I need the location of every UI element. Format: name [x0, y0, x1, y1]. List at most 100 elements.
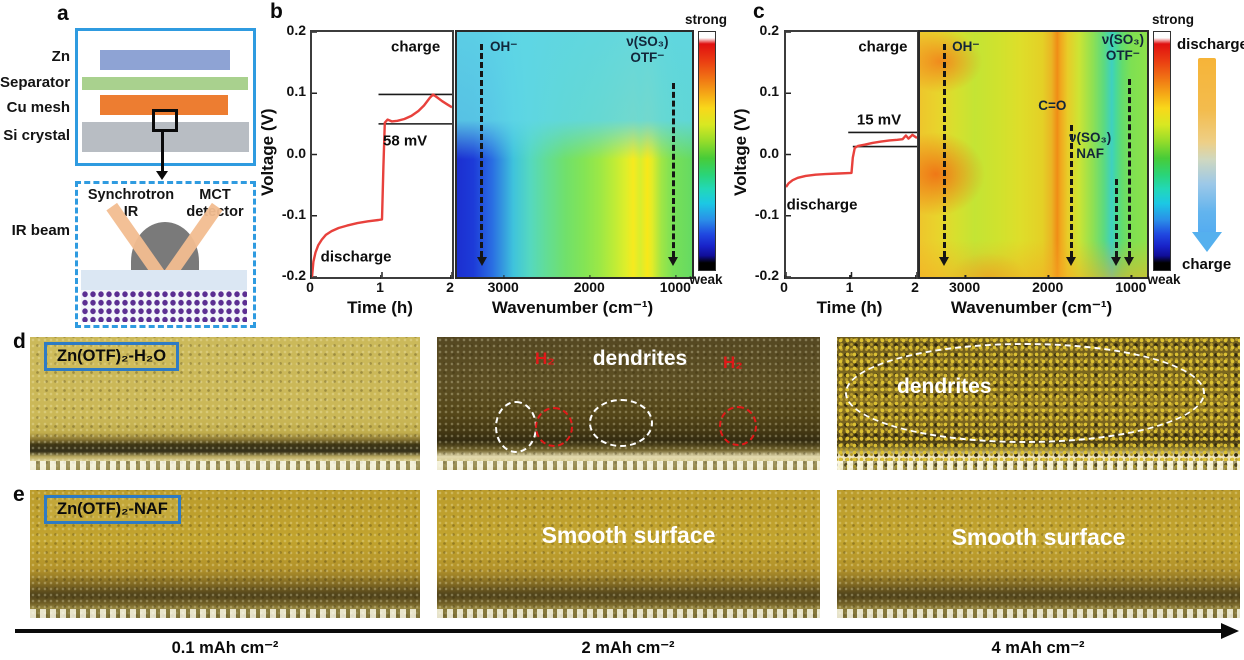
- peak-label-line: ν(SO₃): [626, 34, 669, 50]
- electrolyte-label-otf-naf: Zn(OTF)₂-NAF: [44, 495, 181, 524]
- layer-label-separator: Separator: [0, 74, 71, 91]
- layer-label-cu-mesh: Cu mesh: [6, 99, 70, 116]
- b-ftir-heatmap: OH⁻ ν(SO₃) OTF⁻: [455, 30, 694, 279]
- axis-tick-label: 2000: [1032, 275, 1064, 295]
- peak-arrow: [1066, 125, 1077, 267]
- electrode-edge: [30, 609, 420, 618]
- c-colorbar-strong-label: strong: [1152, 12, 1194, 27]
- panel-a-letter: a: [57, 2, 69, 25]
- chart-annotation: charge: [858, 38, 908, 56]
- chart-annotation: discharge: [786, 196, 858, 214]
- c-time-axis-label: Time (h): [816, 298, 883, 317]
- chart-annotation: charge: [390, 38, 441, 56]
- smooth-surface-annotation: Smooth surface: [541, 522, 716, 548]
- mct-label-line1: MCT: [199, 187, 231, 203]
- connector-line: [161, 129, 164, 172]
- peak-label-line: OTF⁻: [1105, 47, 1140, 63]
- micrograph-texture: [30, 337, 420, 470]
- micrograph-texture: [437, 490, 820, 618]
- axis-tick-label: 0.1: [286, 83, 306, 100]
- peak-label: OH⁻: [490, 39, 517, 55]
- c-wavenumber-axis-label: Wavenumber (cm⁻¹): [950, 298, 1113, 317]
- voltage-curve-svg: [786, 32, 917, 277]
- micrograph-texture: [837, 490, 1240, 618]
- axis-tick-label: 1: [376, 275, 384, 295]
- zn-layer-bar: [100, 50, 230, 70]
- c-voltage-axis-label: Voltage (V): [731, 108, 750, 197]
- peak-label: ν(SO₃) NAF: [1069, 130, 1111, 161]
- axis-tick-label: 2000: [573, 275, 605, 295]
- capacity-axis-line: [15, 629, 1221, 633]
- axis-tick-label: 2: [911, 275, 919, 295]
- capacity-label-2: 2 mAh cm⁻²: [581, 639, 675, 657]
- b-time-axis-label: Time (h): [347, 298, 413, 317]
- chart-annotation: 15 mV: [856, 111, 902, 129]
- peak-arrow: [668, 83, 679, 267]
- b-voltage-xticks: 0 1 2: [306, 275, 454, 295]
- si-crystal-layer-bar: [82, 122, 249, 152]
- b-heatmap-xticks: 3000 2000 1000: [455, 275, 691, 295]
- chart-annotation: discharge: [320, 248, 392, 266]
- dendrite-circle-marker: [589, 399, 653, 447]
- capacity-label-0-1: 0.1 mAh cm⁻²: [171, 639, 279, 657]
- discharge-charge-gradient-arrow: [1198, 58, 1216, 233]
- c-heatmap-xticks: 3000 2000 1000: [918, 275, 1147, 295]
- zoom-region-square: [152, 109, 178, 132]
- ir-beam-label: IR beam: [11, 222, 70, 239]
- layer-label-si-crystal: Si crystal: [3, 127, 70, 144]
- electrode-edge: [437, 461, 820, 470]
- axis-tick-label: 1: [845, 275, 854, 295]
- b-voltage-yticks: 0.2 0.1 0.0 -0.1 -0.2: [276, 22, 308, 283]
- electrode-edge: [837, 461, 1240, 470]
- connector-arrowhead-icon: [156, 171, 168, 180]
- axis-tick-label: -0.2: [754, 267, 779, 283]
- b-colorbar-strong-label: strong: [685, 12, 727, 27]
- cu-mesh-layer-bar: [100, 95, 228, 115]
- b-intensity-colorbar: [698, 31, 716, 271]
- b-voltage-plot: charge 58 mV discharge: [310, 30, 454, 279]
- axis-tick-label: 0.0: [286, 144, 306, 161]
- b-colorbar-weak-label: weak: [689, 272, 723, 287]
- axis-tick-label: 1000: [659, 275, 691, 295]
- peak-arrow: [1111, 179, 1122, 267]
- axis-tick-label: 3000: [948, 275, 981, 295]
- axis-tick-label: 3000: [487, 275, 519, 295]
- electrolyte-label-otf-h2o: Zn(OTF)₂-H₂O: [44, 342, 180, 371]
- peak-label-line: C=O: [1038, 98, 1067, 114]
- peak-arrow: [1124, 78, 1135, 267]
- panel-c-letter: c: [753, 0, 765, 23]
- dendrite-circle-marker: [495, 401, 537, 453]
- axis-tick-label: 0.0: [759, 144, 779, 161]
- panel-e-letter: e: [13, 483, 25, 506]
- c-colorbar-weak-label: weak: [1147, 272, 1181, 287]
- electrode-edge: [30, 461, 420, 470]
- c-ftir-heatmap: OH⁻ C=O ν(SO₃) NAF ν(SO₃) OTF⁻: [918, 30, 1149, 279]
- axis-tick-label: 0.2: [759, 22, 779, 38]
- micrograph-d2: H₂ dendrites H₂: [437, 337, 820, 470]
- micrograph-e3: Smooth surface: [837, 490, 1240, 618]
- synchrotron-ir-label: Synchrotron IR: [82, 187, 180, 222]
- molecule-lattice: [81, 290, 247, 322]
- peak-label-line: ν(SO₃): [1069, 130, 1112, 145]
- peak-label-line: NAF: [1076, 145, 1104, 161]
- panel-b-letter: b: [270, 0, 283, 23]
- side-arrow-discharge-label: discharge: [1177, 36, 1244, 53]
- peak-label: C=O: [1038, 98, 1066, 114]
- separator-layer-bar: [82, 77, 248, 90]
- axis-tick-label: -0.1: [281, 205, 306, 222]
- axis-tick-label: 0: [780, 275, 788, 295]
- c-intensity-colorbar: [1153, 31, 1171, 271]
- micrograph-d1: Zn(OTF)₂-H₂O: [30, 337, 420, 470]
- voltage-curve-svg: [312, 32, 452, 277]
- chart-annotation: 58 mV: [382, 132, 428, 150]
- h2-bubble-circle-right: [719, 406, 757, 446]
- micrograph-d3: dendrites: [837, 337, 1240, 470]
- axis-tick-label: 1000: [1115, 275, 1147, 295]
- peak-label: ν(SO₃) OTF⁻: [626, 34, 668, 65]
- peak-label-line: OH⁻: [952, 39, 980, 55]
- axis-tick-label: 0.1: [759, 83, 779, 100]
- dendrites-annotation: dendrites: [897, 375, 992, 398]
- micrograph-e1: Zn(OTF)₂-NAF: [30, 490, 420, 618]
- c-voltage-plot: charge 15 mV discharge: [784, 30, 919, 279]
